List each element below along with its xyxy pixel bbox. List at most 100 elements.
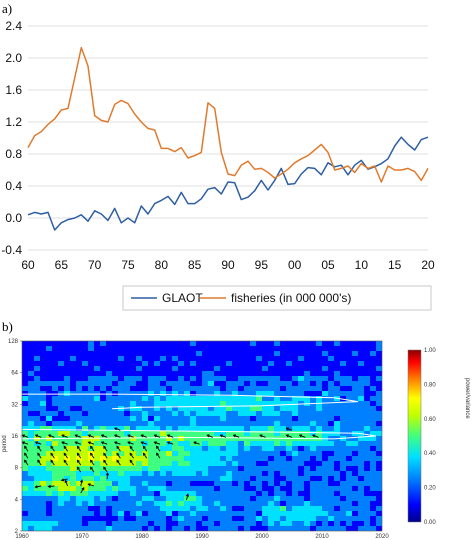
heatmap-cell [262, 396, 269, 402]
heatmap-cell [46, 351, 53, 357]
heatmap-cell [178, 406, 185, 412]
heatmap-cell [280, 496, 287, 502]
heatmap-cell [214, 406, 221, 412]
heatmap-cell [214, 476, 221, 482]
heatmap-cell [256, 371, 263, 377]
heatmap-cell [208, 371, 215, 377]
heatmap-cell [70, 481, 77, 487]
heatmap-cell [88, 431, 95, 437]
heatmap-cell [208, 431, 215, 437]
heatmap-cell [94, 446, 101, 452]
heatmap-cell [184, 371, 191, 377]
heatmap-cell [70, 361, 77, 367]
heatmap-cell [244, 386, 251, 392]
heatmap-cell [76, 411, 83, 417]
heatmap-cell [256, 451, 263, 457]
heatmap-cell [130, 521, 137, 527]
heatmap-cell [292, 426, 299, 432]
heatmap-cell [364, 451, 371, 457]
line-chart-grid [28, 25, 428, 251]
heatmap-cell [250, 356, 257, 362]
heatmap-cell [40, 431, 47, 437]
heatmap-cell [202, 411, 209, 417]
heatmap-cell [244, 376, 251, 382]
heatmap-cell [226, 426, 233, 432]
heatmap-cell [28, 486, 35, 492]
heatmap-cell [106, 471, 113, 477]
heatmap-cell [244, 346, 251, 352]
heatmap-cell [322, 461, 329, 467]
heatmap-cell [94, 411, 101, 417]
heatmap-cell [346, 431, 353, 437]
heatmap-cell [292, 511, 299, 517]
heatmap-cell [196, 421, 203, 427]
heatmap-cell [52, 461, 59, 467]
heatmap-cell [256, 491, 263, 497]
heatmap-cell [304, 526, 311, 531]
heatmap-cell [232, 406, 239, 412]
heatmap-cell [280, 411, 287, 417]
heatmap-cell [232, 516, 239, 522]
heatmap-cell [286, 441, 293, 447]
heatmap-cell [256, 506, 263, 512]
heatmap-cell [208, 351, 215, 357]
heatmap-cell [94, 511, 101, 517]
heatmap-cell [238, 526, 245, 531]
heatmap-cell [46, 481, 53, 487]
heatmap-cell [46, 511, 53, 517]
heatmap-cell [352, 486, 359, 492]
heatmap-cell [148, 521, 155, 527]
heatmap-cell [94, 416, 101, 422]
heatmap-cell [274, 386, 281, 392]
heatmap-cell [370, 426, 377, 432]
heatmap-cell [256, 351, 263, 357]
heatmap-cell [268, 346, 275, 352]
heatmap-cell [136, 481, 143, 487]
heatmap-cell [208, 381, 215, 387]
heatmap-cell [262, 341, 269, 347]
heatmap-cell [148, 506, 155, 512]
heatmap-cell [184, 466, 191, 472]
phase-arrow [116, 459, 121, 466]
heatmap-cell [166, 481, 173, 487]
heatmap-cell [214, 396, 221, 402]
heatmap-cell [22, 386, 29, 392]
heatmap-cell [82, 406, 89, 412]
heatmap-cell [304, 431, 311, 437]
heatmap-cell [262, 381, 269, 387]
heatmap-cell [58, 376, 65, 382]
heatmap-cell [100, 446, 107, 452]
heatmap-cell [226, 506, 233, 512]
heatmap-cell [340, 471, 347, 477]
heatmap-cell [58, 521, 65, 527]
heatmap-cell [34, 446, 41, 452]
heatmap-cell [262, 486, 269, 492]
heatmap-cell [58, 501, 65, 507]
heatmap-cell [316, 416, 323, 422]
heatmap-cell [118, 386, 125, 392]
phase-arrow-head [100, 434, 105, 438]
heatmap-cell [208, 446, 215, 452]
heatmap-cell [262, 426, 269, 432]
heatmap-cell [262, 496, 269, 502]
heatmap-cell [358, 391, 365, 397]
heatmap-cell [256, 391, 263, 397]
heatmap-cell [310, 451, 317, 457]
heatmap-cell [58, 456, 65, 462]
heatmap-cell [58, 341, 65, 347]
heatmap-cell [28, 431, 35, 437]
heatmap-cell [268, 426, 275, 432]
heatmap-cell [376, 386, 382, 392]
heatmap-cell [346, 391, 353, 397]
heatmap-cell [328, 521, 335, 527]
phase-arrow-head [37, 452, 41, 456]
heatmap-cell [34, 506, 41, 512]
heatmap-cell [178, 471, 185, 477]
heatmap-cell [118, 481, 125, 487]
heatmap-cell [310, 461, 317, 467]
heatmap-cell [214, 431, 221, 437]
heatmap-cell [154, 351, 161, 357]
heatmap-cell [46, 461, 53, 467]
heatmap-cell [106, 341, 113, 347]
phase-arrow [24, 459, 29, 466]
